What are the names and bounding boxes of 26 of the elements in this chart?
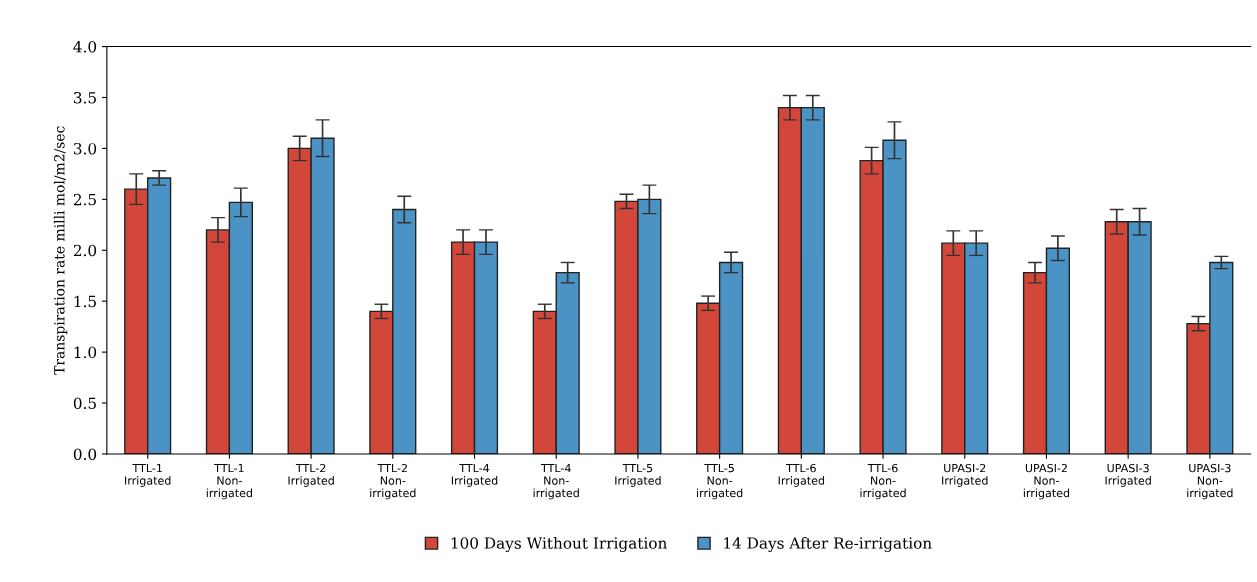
x-tick-label: TTL-2 Irrigated bbox=[288, 463, 334, 487]
x-tick-label: TTL-6 Non- irrigated bbox=[860, 463, 906, 500]
x-tick-label: TTL-2 Non- irrigated bbox=[370, 463, 416, 500]
y-tick-label: 3.0 bbox=[73, 142, 97, 155]
y-tick-label: 2.0 bbox=[73, 244, 97, 257]
y-tick-label: 3.5 bbox=[73, 91, 96, 104]
x-tick-label: UPASI-2 Non- irrigated bbox=[1023, 463, 1070, 500]
y-tick-label: 1.0 bbox=[74, 346, 97, 359]
x-tick-label: TTL-1 Non- irrigated bbox=[206, 464, 252, 500]
y-tick-label: 0.0 bbox=[73, 448, 97, 460]
x-tick-label: TTL-1 Irrigated bbox=[125, 464, 171, 487]
y-tick-label: 2.5 bbox=[73, 193, 96, 206]
legend-label: 14 Days After Re-irrigation bbox=[724, 536, 932, 552]
x-tick-label: UPASI-3 Non- irrigated bbox=[1187, 463, 1233, 500]
legend-label: 100 Days Without Irrigation bbox=[451, 536, 667, 552]
x-tick-label: TTL-6 Irrigated bbox=[778, 463, 825, 487]
y-tick-label: 0.5 bbox=[73, 397, 96, 410]
x-tick-label: TTL-4 Non- irrigated bbox=[533, 464, 579, 500]
x-tick-label: TTL-5 Non- irrigated bbox=[697, 464, 743, 500]
x-tick-label: UPASI-3 Irrigated bbox=[1105, 463, 1151, 487]
x-tick-label: TTL-4 Irrigated bbox=[451, 464, 498, 487]
x-tick-label: UPASI-2 Irrigated bbox=[942, 463, 988, 487]
x-tick-label: TTL-5 Irrigated bbox=[615, 464, 661, 487]
y-tick-label: 1.5 bbox=[74, 295, 96, 308]
y-axis-title: Transpiration rate milli mol/m2/sec bbox=[53, 126, 68, 375]
y-tick-label: 4.0 bbox=[73, 41, 97, 53]
